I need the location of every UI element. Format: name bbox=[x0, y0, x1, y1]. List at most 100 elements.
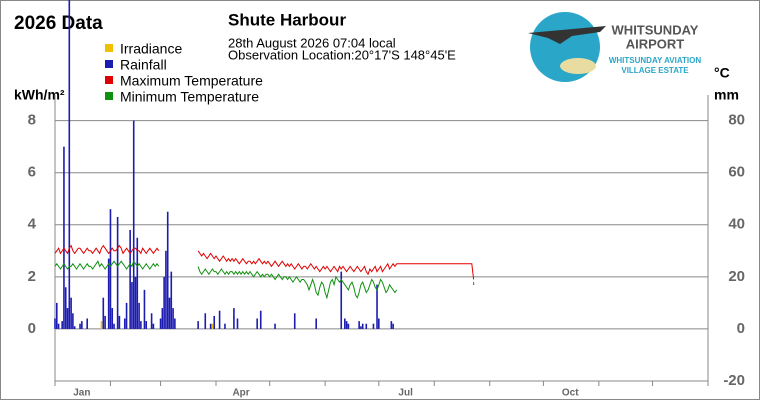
bar bbox=[347, 323, 350, 329]
bar bbox=[233, 308, 235, 329]
logo-text: AIRPORT bbox=[626, 36, 685, 51]
bar bbox=[118, 315, 121, 329]
bar bbox=[365, 323, 368, 329]
legend-label: Maximum Temperature bbox=[120, 73, 263, 89]
bar bbox=[125, 302, 128, 329]
bar bbox=[131, 282, 133, 329]
bar bbox=[170, 271, 173, 329]
y2-tick-label: 80 bbox=[728, 112, 745, 129]
bar bbox=[54, 318, 56, 329]
y-axis-label: kWh/m² bbox=[14, 87, 65, 103]
station: Shute Harbour bbox=[228, 10, 346, 29]
bar bbox=[79, 323, 81, 329]
y2-tick-label: 60 bbox=[728, 164, 745, 181]
bar bbox=[140, 321, 142, 329]
y2-tick-label: 0 bbox=[737, 320, 745, 337]
bar bbox=[132, 120, 135, 329]
bar bbox=[102, 297, 105, 329]
legend-swatch bbox=[105, 76, 113, 84]
bar bbox=[64, 287, 67, 329]
bar bbox=[165, 250, 167, 329]
bar bbox=[345, 321, 348, 329]
bar bbox=[166, 211, 169, 329]
line bbox=[54, 244, 475, 280]
bar bbox=[256, 318, 258, 329]
bar bbox=[134, 276, 137, 329]
bar bbox=[129, 229, 131, 329]
bar bbox=[224, 323, 226, 329]
bar bbox=[236, 318, 239, 329]
legend-label: Minimum Temperature bbox=[120, 89, 259, 105]
bar bbox=[66, 308, 69, 329]
bar bbox=[218, 310, 221, 329]
bar bbox=[100, 321, 103, 329]
bar bbox=[315, 318, 317, 329]
y-tick-label: 4 bbox=[28, 216, 37, 233]
logo: WHITSUNDAY AIRPORT WHITSUNDAY AVIATION V… bbox=[528, 12, 701, 82]
y-tick-label: 0 bbox=[28, 320, 36, 337]
bar bbox=[197, 321, 199, 329]
legend-label: Rainfall bbox=[120, 57, 167, 73]
bar bbox=[136, 237, 139, 329]
bar bbox=[174, 318, 176, 329]
y-tick-label: 6 bbox=[28, 164, 36, 181]
bar bbox=[172, 308, 174, 329]
bar bbox=[372, 323, 375, 329]
bar bbox=[209, 323, 212, 329]
bar bbox=[390, 321, 393, 329]
legend-swatch bbox=[105, 44, 113, 52]
y2-tick-label: -20 bbox=[723, 372, 745, 389]
subtitle: 28th August 2026 07:04 local bbox=[228, 35, 396, 50]
bar bbox=[61, 321, 63, 329]
bar bbox=[113, 323, 115, 329]
bar bbox=[138, 302, 140, 329]
bar bbox=[72, 313, 74, 329]
bar bbox=[159, 318, 162, 329]
bar bbox=[163, 276, 165, 329]
bar bbox=[68, 0, 71, 329]
y2-tick-label: 40 bbox=[728, 216, 745, 233]
x-tick-label: Oct bbox=[562, 388, 579, 399]
bar bbox=[392, 323, 394, 329]
bar bbox=[204, 313, 207, 329]
bar bbox=[360, 326, 362, 329]
bar bbox=[152, 323, 155, 329]
bar bbox=[109, 209, 112, 329]
legend-label: Irradiance bbox=[120, 41, 182, 57]
bar bbox=[55, 302, 58, 329]
logo-island bbox=[560, 58, 596, 74]
chart-title: 2026 Data bbox=[14, 13, 103, 34]
bar bbox=[107, 258, 110, 329]
bar bbox=[161, 308, 164, 329]
bar bbox=[104, 315, 106, 329]
bar bbox=[73, 326, 76, 329]
y-tick-label: 2 bbox=[28, 268, 36, 285]
bar bbox=[274, 323, 276, 329]
bar bbox=[81, 321, 83, 329]
bar bbox=[168, 297, 171, 329]
bar bbox=[376, 284, 378, 329]
bar bbox=[57, 323, 60, 329]
bar bbox=[116, 216, 119, 329]
logo-text: WHITSUNDAY AVIATION bbox=[609, 56, 702, 65]
bar bbox=[86, 318, 89, 329]
bar bbox=[213, 315, 216, 329]
bar bbox=[143, 289, 146, 329]
line bbox=[54, 260, 475, 300]
bar bbox=[123, 318, 126, 329]
logo-text: WHITSUNDAY bbox=[612, 22, 699, 37]
x-tick-label: Jan bbox=[73, 388, 90, 399]
bar bbox=[111, 308, 114, 329]
logo-plane bbox=[528, 26, 606, 44]
y-tick-label: 8 bbox=[28, 112, 36, 129]
x-tick-label: Jul bbox=[398, 388, 413, 399]
subtitle: Observation Location:20°17'S 148°45'E bbox=[228, 47, 456, 62]
bar bbox=[259, 310, 262, 329]
bar bbox=[145, 321, 148, 329]
bar bbox=[63, 146, 65, 329]
bar bbox=[340, 271, 343, 329]
y2-tick-label: 20 bbox=[728, 268, 745, 285]
bar bbox=[344, 318, 346, 329]
